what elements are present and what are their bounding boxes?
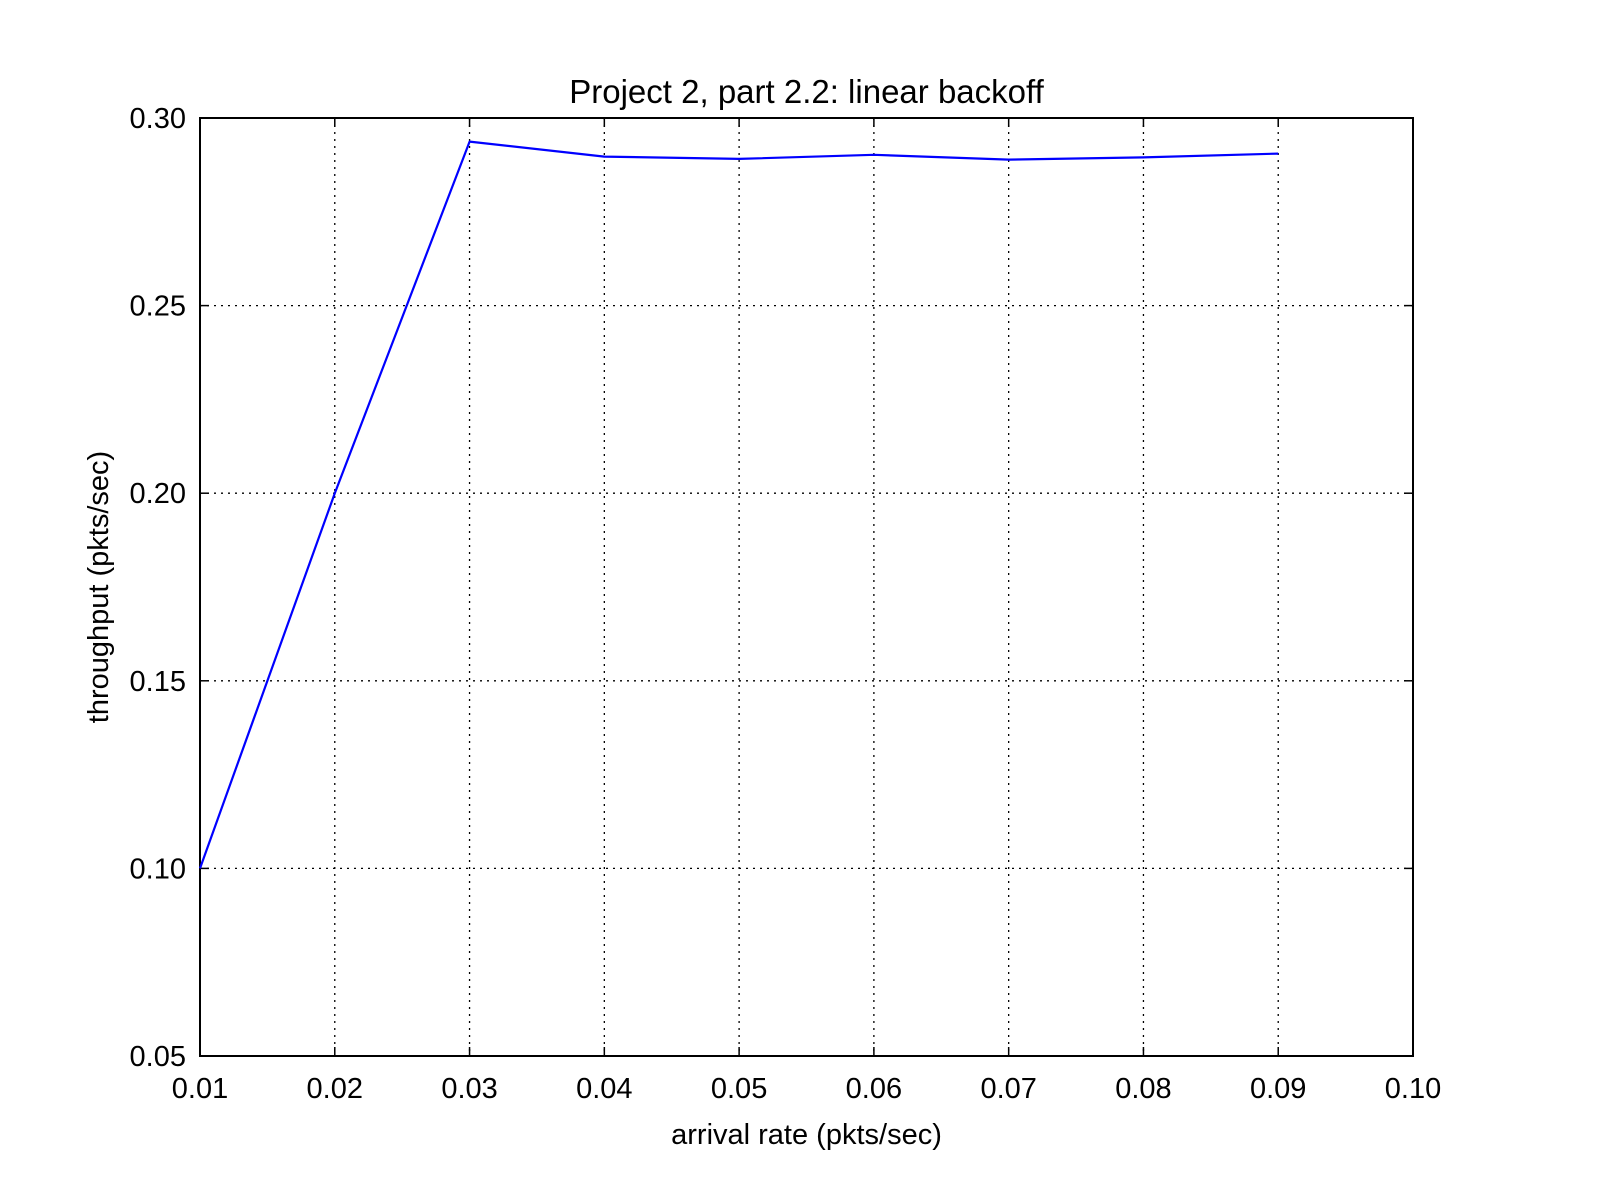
series-line xyxy=(198,140,1279,869)
x-tick-label: 0.10 xyxy=(1385,1073,1441,1105)
x-tick-label: 0.01 xyxy=(172,1073,228,1105)
x-tick-label: 0.03 xyxy=(441,1073,497,1105)
y-tick-label: 0.30 xyxy=(130,103,186,135)
y-tick-label: 0.15 xyxy=(130,666,186,698)
x-tick-label: 0.02 xyxy=(307,1073,363,1105)
chart-title: Project 2, part 2.2: linear backoff xyxy=(569,73,1044,110)
y-tick-label: 0.05 xyxy=(130,1041,186,1073)
x-tick-label: 0.04 xyxy=(576,1073,632,1105)
x-tick-label: 0.06 xyxy=(846,1073,902,1105)
y-tick-labels: 0.05 0.10 0.15 0.20 0.25 0.30 xyxy=(130,103,186,1073)
series-group xyxy=(198,140,1279,869)
y-tick-label: 0.20 xyxy=(130,478,186,510)
axis-ticks xyxy=(199,117,1414,1057)
plot-area-frame xyxy=(199,117,1414,1057)
x-tick-label: 0.05 xyxy=(711,1073,767,1105)
grid-lines xyxy=(200,118,1413,1056)
x-tick-labels: 0.01 0.02 0.03 0.04 0.05 0.06 0.07 0.08 0.09 0.10 xyxy=(172,1073,1441,1105)
y-axis-label: throughput (pkts/sec) xyxy=(83,451,115,723)
x-axis-label: arrival rate (pkts/sec) xyxy=(671,1119,942,1151)
x-tick-label: 0.08 xyxy=(1115,1073,1171,1105)
x-tick-label: 0.09 xyxy=(1250,1073,1306,1105)
x-tick-label: 0.07 xyxy=(980,1073,1036,1105)
y-tick-label: 0.10 xyxy=(130,853,186,885)
y-tick-label: 0.25 xyxy=(130,291,186,323)
